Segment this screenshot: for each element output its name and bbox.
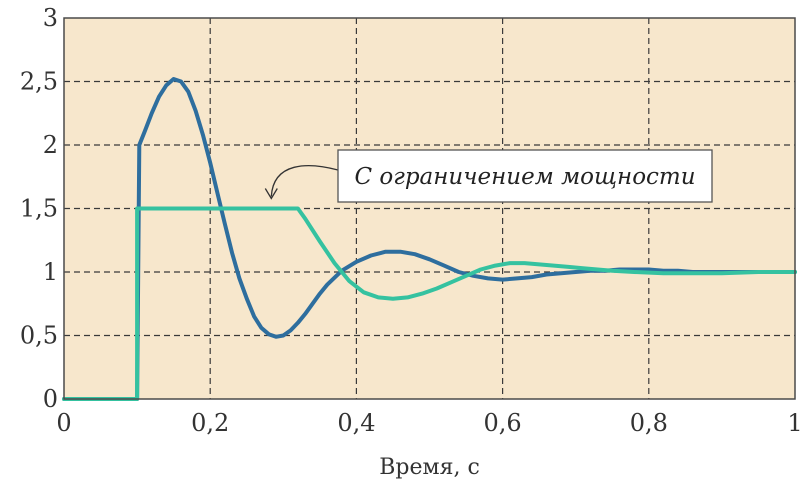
y-tick-label: 2,5 [20,68,58,96]
annotation-label: С ограничением мощности [354,164,695,190]
series-layer [62,77,797,401]
grid-lines [64,18,795,399]
x-tick-label: 0,8 [630,409,668,437]
x-tick-label: 0,4 [337,409,375,437]
series-line-2 [62,206,797,401]
x-tick-label: 0,6 [484,409,522,437]
annotation-arrowhead [264,188,278,200]
y-tick-label: 1,5 [20,195,58,223]
annotation-box [337,149,713,203]
y-tick-label: 3 [43,4,58,32]
plot-frame [63,17,796,400]
y-tick-label: 0,5 [20,322,58,350]
x-tick-label: 0 [56,409,71,437]
tick-labels: 0 0,2 0,4 0,6 0,8 1 0 0,5 1 1,5 2 2,5 3 [20,4,803,437]
y-tick-label: 0 [43,385,58,413]
y-tick-label: 1 [43,258,58,286]
y-tick-label: 2 [43,131,58,159]
x-tick-label: 1 [787,409,802,437]
x-tick-label: 0,2 [191,409,229,437]
x-axis-label: Время, с [379,455,480,480]
annotation-arrow [270,165,339,197]
annotation: С ограничением мощности [264,149,713,203]
